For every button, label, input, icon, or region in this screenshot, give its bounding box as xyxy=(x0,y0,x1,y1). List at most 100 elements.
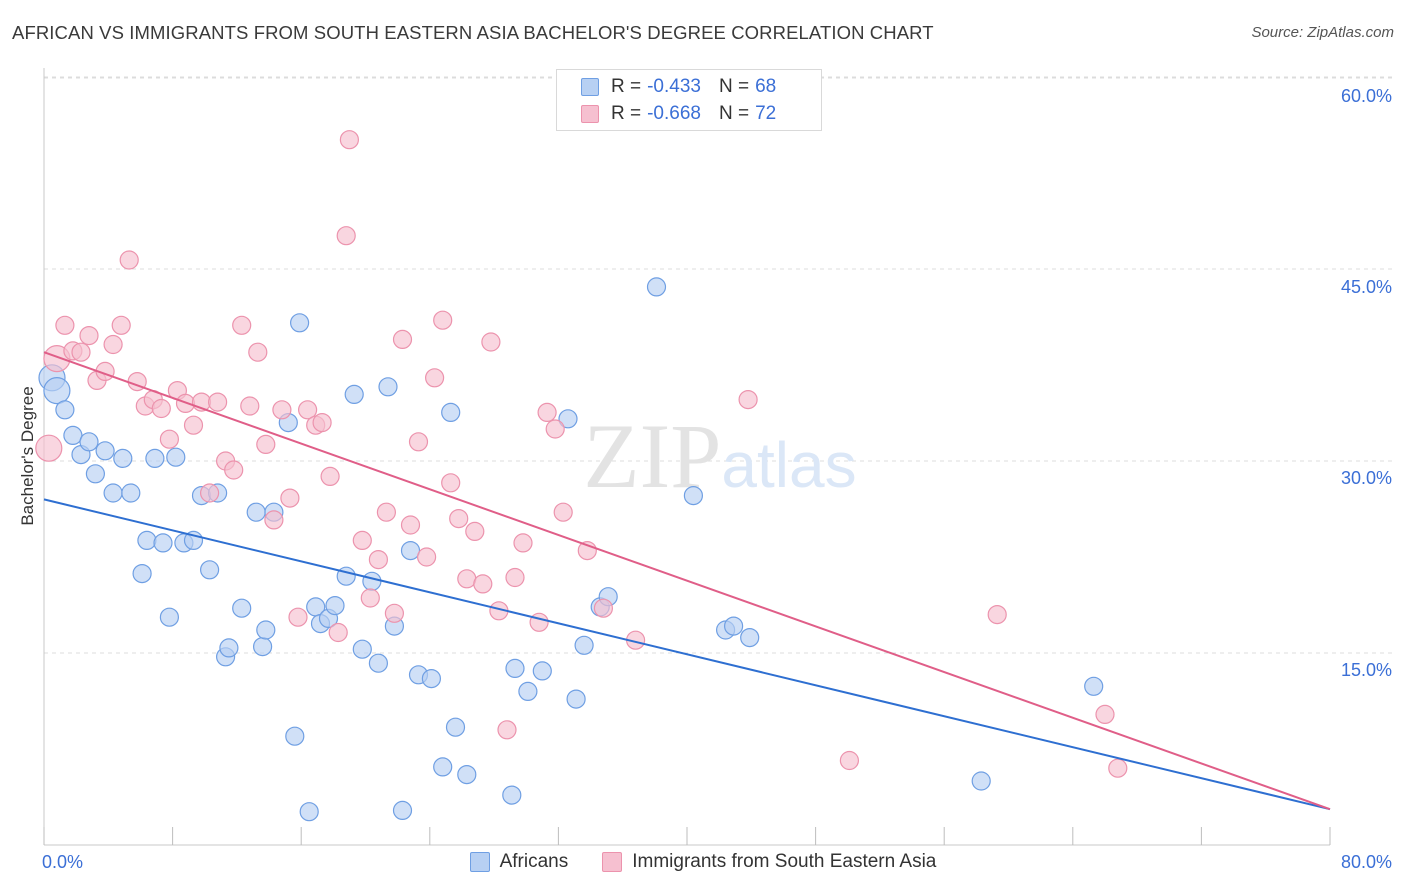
data-point[interactable] xyxy=(200,560,220,580)
data-point[interactable] xyxy=(298,400,318,420)
data-point[interactable] xyxy=(497,720,517,740)
data-point[interactable] xyxy=(121,483,141,503)
data-point[interactable] xyxy=(723,616,744,636)
data-point[interactable] xyxy=(1084,676,1104,696)
data-point[interactable] xyxy=(219,638,239,658)
data-point[interactable] xyxy=(646,277,667,297)
data-point[interactable] xyxy=(558,409,578,429)
data-point[interactable] xyxy=(320,466,340,486)
data-point[interactable] xyxy=(264,510,284,530)
data-point[interactable] xyxy=(839,750,860,771)
data-point[interactable] xyxy=(502,785,522,805)
legend-item-africans[interactable]: Africans xyxy=(469,851,568,873)
data-point[interactable] xyxy=(132,563,152,584)
data-point[interactable] xyxy=(376,502,396,522)
data-point[interactable] xyxy=(325,595,345,616)
data-point[interactable] xyxy=(425,368,445,388)
data-point[interactable] xyxy=(352,530,372,551)
data-point[interactable] xyxy=(352,639,372,659)
data-point[interactable] xyxy=(253,636,273,657)
data-point[interactable] xyxy=(336,226,356,246)
data-point[interactable] xyxy=(368,549,388,570)
data-point[interactable] xyxy=(518,681,538,702)
data-point[interactable] xyxy=(166,447,186,467)
data-point[interactable] xyxy=(208,392,228,412)
data-point[interactable] xyxy=(362,571,382,591)
data-point[interactable] xyxy=(449,508,469,529)
data-point[interactable] xyxy=(285,726,305,746)
data-point[interactable] xyxy=(1095,704,1115,725)
data-point[interactable] xyxy=(1108,758,1128,778)
data-point[interactable] xyxy=(593,598,614,618)
data-point[interactable] xyxy=(545,419,565,439)
data-point[interactable] xyxy=(433,310,453,330)
data-point[interactable] xyxy=(232,315,252,335)
data-point[interactable] xyxy=(566,689,586,709)
data-point[interactable] xyxy=(505,658,525,679)
data-point[interactable] xyxy=(71,342,91,362)
data-point[interactable] xyxy=(79,326,99,346)
data-point[interactable] xyxy=(392,800,413,821)
data-point[interactable] xyxy=(248,342,268,362)
data-point[interactable] xyxy=(299,802,319,822)
data-point[interactable] xyxy=(683,486,704,506)
data-point[interactable] xyxy=(400,540,421,561)
data-point[interactable] xyxy=(433,757,453,777)
data-point[interactable] xyxy=(103,334,123,355)
data-point[interactable] xyxy=(441,473,461,493)
data-point[interactable] xyxy=(384,603,404,623)
data-point[interactable] xyxy=(360,588,380,608)
data-point[interactable] xyxy=(183,415,204,435)
data-point[interactable] xyxy=(290,313,310,333)
data-point[interactable] xyxy=(971,771,991,791)
data-point[interactable] xyxy=(339,130,359,150)
data-point[interactable] xyxy=(119,250,139,270)
data-point[interactable] xyxy=(457,569,477,589)
data-point[interactable] xyxy=(272,400,292,420)
data-point[interactable] xyxy=(378,377,398,397)
data-point[interactable] xyxy=(95,441,115,461)
data-point[interactable] xyxy=(740,627,760,648)
data-point[interactable] xyxy=(153,533,173,553)
data-point[interactable] xyxy=(79,432,99,452)
data-point[interactable] xyxy=(246,502,266,522)
data-point[interactable] xyxy=(408,432,429,452)
data-point[interactable] xyxy=(400,515,421,535)
data-point[interactable] xyxy=(85,464,106,484)
data-point[interactable] xyxy=(55,315,75,335)
data-point[interactable] xyxy=(344,384,364,404)
data-point[interactable] xyxy=(232,598,252,618)
data-point[interactable] xyxy=(328,622,348,643)
data-point[interactable] xyxy=(392,329,413,349)
data-point[interactable] xyxy=(457,764,477,785)
data-point[interactable] xyxy=(481,332,501,352)
data-point[interactable] xyxy=(113,448,133,468)
data-point[interactable] xyxy=(473,574,493,594)
data-point[interactable] xyxy=(312,413,332,433)
data-point[interactable] xyxy=(159,607,179,627)
data-point[interactable] xyxy=(159,429,179,449)
data-point[interactable] xyxy=(200,483,220,503)
data-point[interactable] xyxy=(574,635,594,655)
data-point[interactable] xyxy=(151,398,171,419)
data-point[interactable] xyxy=(441,402,461,422)
data-point[interactable] xyxy=(529,612,549,632)
data-point[interactable] xyxy=(224,460,244,480)
data-point[interactable] xyxy=(43,377,71,405)
data-point[interactable] xyxy=(137,530,157,551)
data-point[interactable] xyxy=(111,315,131,335)
data-point[interactable] xyxy=(417,547,437,567)
data-point[interactable] xyxy=(103,483,123,503)
data-point[interactable] xyxy=(505,567,525,588)
data-point[interactable] xyxy=(537,402,557,422)
data-point[interactable] xyxy=(256,620,276,640)
data-point[interactable] xyxy=(63,425,83,445)
data-point[interactable] xyxy=(465,521,485,542)
data-point[interactable] xyxy=(240,396,260,416)
data-point[interactable] xyxy=(55,400,75,420)
data-point[interactable] xyxy=(987,604,1007,625)
data-point[interactable] xyxy=(280,488,300,508)
data-point[interactable] xyxy=(256,434,276,454)
data-point[interactable] xyxy=(368,653,388,673)
data-point[interactable] xyxy=(445,717,466,737)
